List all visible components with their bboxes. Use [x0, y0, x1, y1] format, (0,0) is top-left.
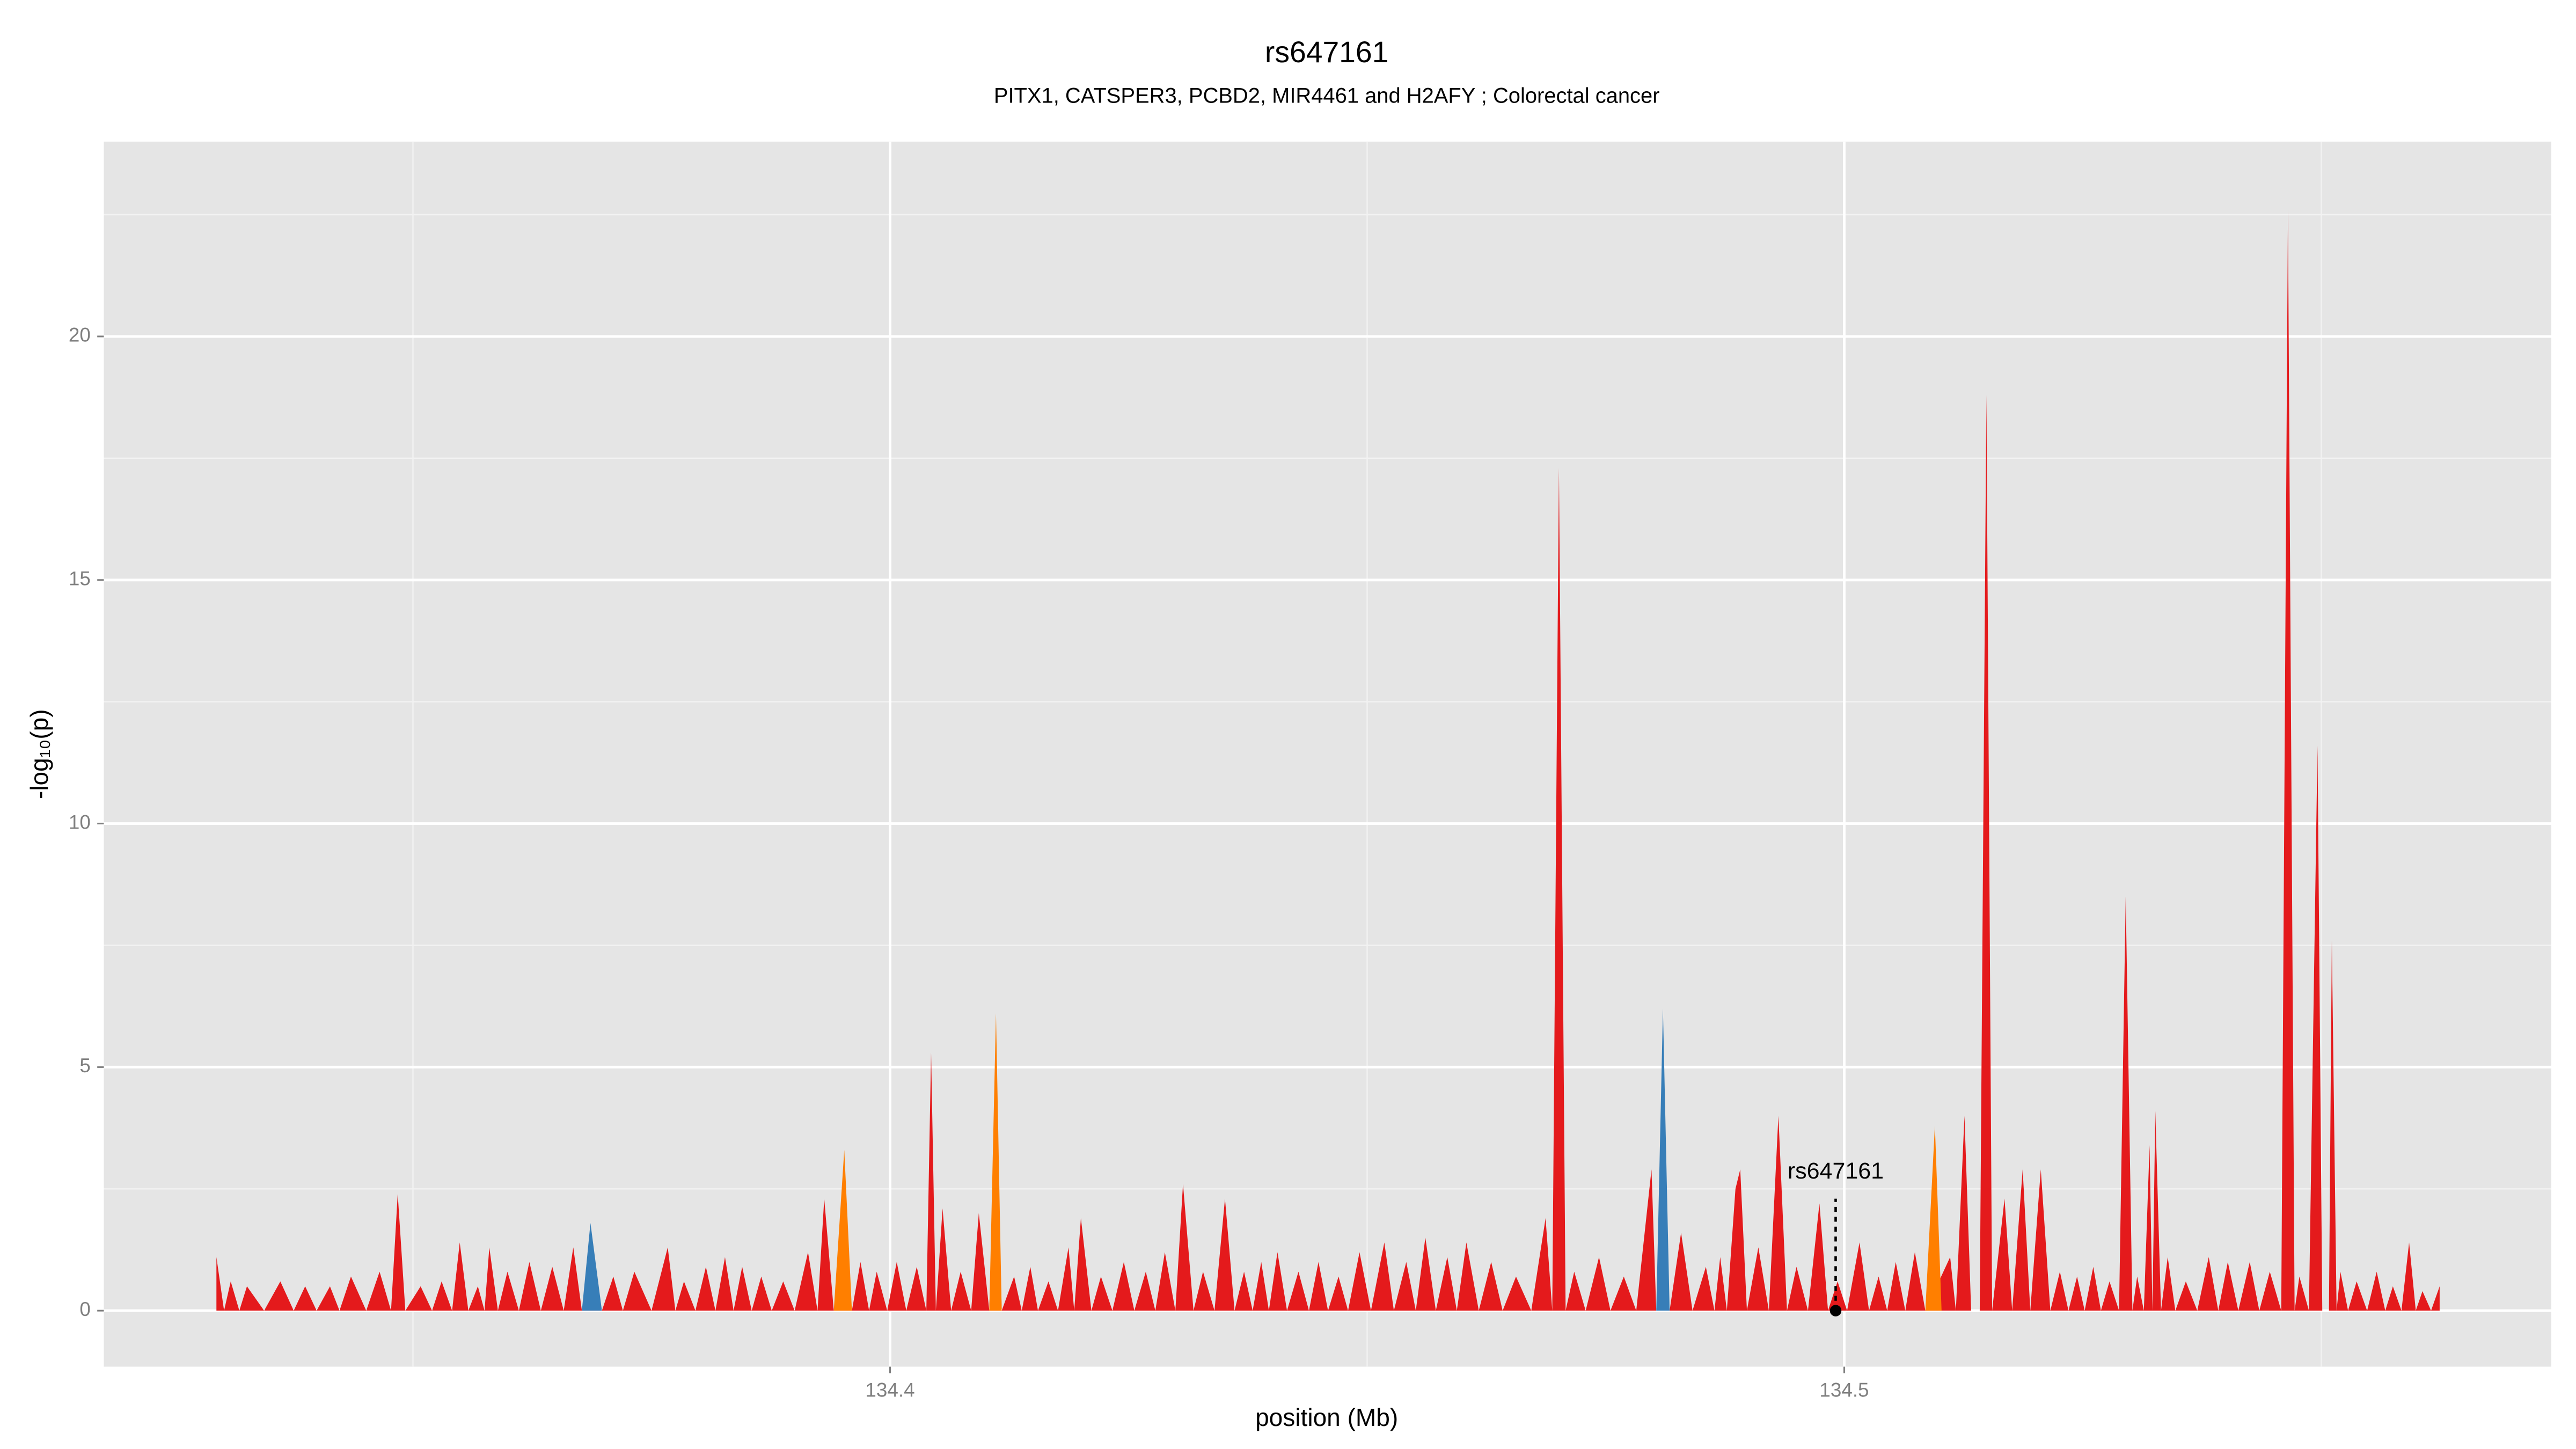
x-axis-title: position (Mb) — [1255, 1403, 1398, 1431]
axes: 0 5 10 15 20 134.4 134.5 rs647161 — [69, 324, 1884, 1401]
y-axis-title: -log₁₀(p) — [25, 709, 53, 799]
y-tick-label: 5 — [79, 1055, 90, 1077]
y-tick-label: 20 — [69, 324, 91, 346]
annotation-point — [1829, 1305, 1842, 1316]
y-tick-label: 15 — [69, 567, 91, 589]
panel — [104, 141, 2551, 1367]
annotation-label: rs647161 — [1788, 1158, 1884, 1184]
y-tick-label: 0 — [79, 1298, 90, 1320]
x-tick-label: 134.4 — [865, 1379, 914, 1401]
y-tick-label: 10 — [69, 811, 91, 833]
chart-title: rs647161 — [1265, 35, 1388, 69]
chart-subtitle: PITX1, CATSPER3, PCBD2, MIR4461 and H2AF… — [994, 84, 1660, 108]
x-tick-label: 134.5 — [1819, 1379, 1869, 1401]
